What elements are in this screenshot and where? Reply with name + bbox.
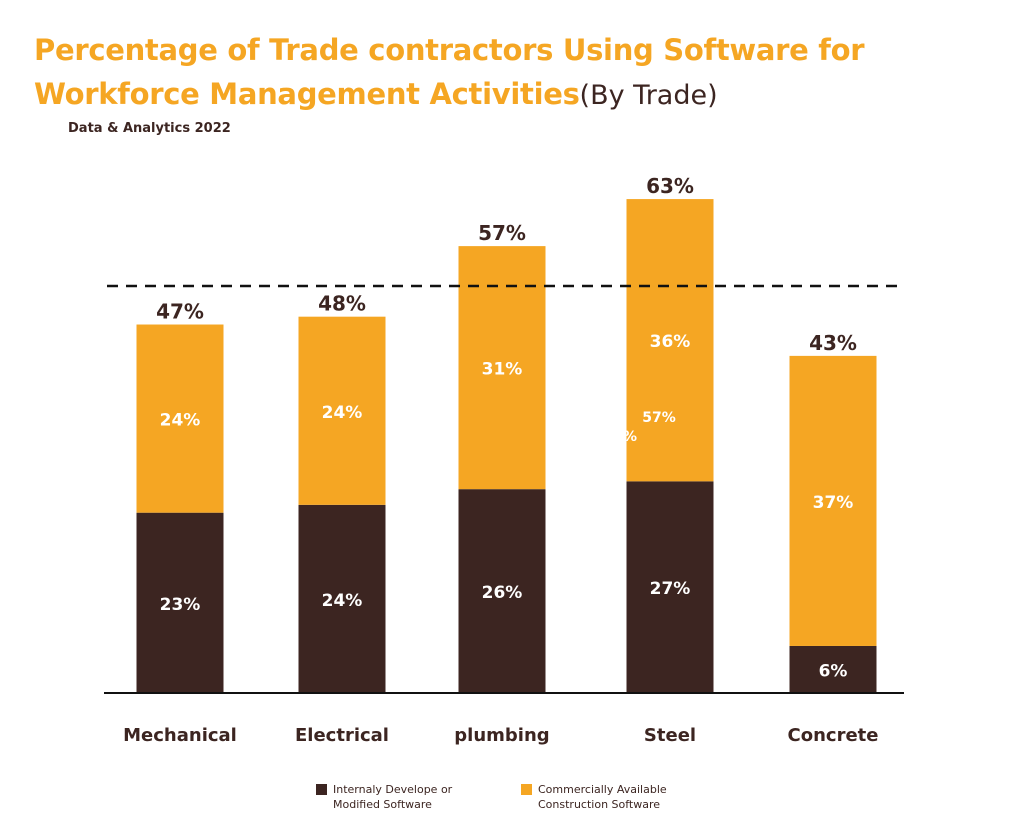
bar-internal-electrical <box>298 504 386 693</box>
chart-source: Data & Analytics 2022 <box>68 121 231 136</box>
data-label-commercial-concrete: 37% <box>813 493 854 513</box>
total-label-concrete: 43% <box>809 331 857 355</box>
data-label-commercial-steel: 36% <box>650 332 691 352</box>
annotation-steel-fragment: % <box>623 429 637 445</box>
legend-swatch-commercial <box>521 784 532 795</box>
category-label-electrical: Electrical <box>295 725 389 746</box>
data-label-commercial-mechanical: 24% <box>160 411 201 431</box>
legend-swatch-internal <box>316 784 327 795</box>
bar-commercial-mechanical <box>136 324 224 513</box>
bar-internal-plumbing <box>458 489 546 693</box>
data-label-internal-plumbing: 26% <box>482 583 523 603</box>
data-label-internal-electrical: 24% <box>322 591 363 611</box>
category-label-mechanical: Mechanical <box>123 725 237 746</box>
chart-title: Percentage of Trade contractors Using So… <box>34 28 934 118</box>
legend-label-commercial: Commercially Available Construction Soft… <box>538 783 667 811</box>
category-label-steel: Steel <box>644 725 696 746</box>
bar-internal-mechanical <box>136 512 224 693</box>
total-label-mechanical: 47% <box>156 300 204 324</box>
bar-internal-concrete <box>789 645 877 693</box>
bar-internal-steel <box>626 481 714 693</box>
annotation-steel-57: 57% <box>642 410 676 426</box>
bar-commercial-electrical <box>298 316 386 505</box>
data-label-internal-mechanical: 23% <box>160 595 201 615</box>
chart-title-suffix: (By Trade) <box>579 80 718 111</box>
data-label-commercial-electrical: 24% <box>322 403 363 423</box>
data-label-internal-concrete: 6% <box>819 661 848 681</box>
category-label-plumbing: plumbing <box>454 725 549 746</box>
bar-commercial-concrete <box>789 355 877 646</box>
bar-commercial-steel <box>626 199 714 482</box>
chart-title-main: Percentage of Trade contractors Using So… <box>34 33 865 111</box>
legend-label-internal: Internaly Develope or Modified Software <box>333 783 453 811</box>
data-label-internal-steel: 27% <box>650 579 691 599</box>
total-label-steel: 63% <box>646 174 694 198</box>
category-label-concrete: Concrete <box>788 725 879 746</box>
total-label-plumbing: 57% <box>478 221 526 245</box>
total-label-electrical: 48% <box>318 292 366 316</box>
data-label-commercial-plumbing: 31% <box>482 360 523 380</box>
